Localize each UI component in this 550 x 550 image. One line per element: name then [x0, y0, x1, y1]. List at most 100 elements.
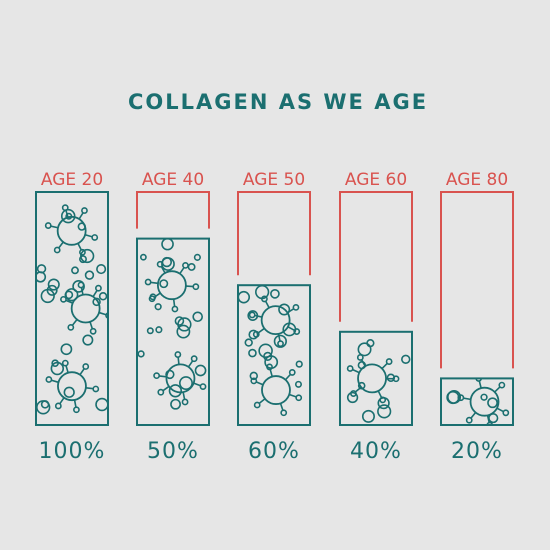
bubble: [258, 343, 273, 359]
bubble: [140, 253, 147, 261]
bubble: [248, 348, 257, 358]
bubble: [161, 238, 174, 251]
bubbles: [238, 285, 303, 417]
node: [45, 376, 53, 383]
node: [144, 278, 152, 286]
node: [385, 358, 393, 365]
bubble: [98, 292, 108, 301]
bubble: [46, 284, 58, 296]
bubble: [273, 334, 287, 348]
category-label: AGE 80: [446, 170, 508, 190]
bubble: [82, 334, 94, 346]
bracket: [237, 191, 311, 276]
bubble: [264, 355, 279, 370]
bubble: [282, 322, 297, 337]
category-label: AGE 50: [243, 170, 305, 190]
bubble: [154, 303, 162, 311]
bubble: [294, 380, 302, 388]
bubble: [488, 412, 499, 424]
bubble: [270, 288, 280, 299]
chart-title: COLLAGEN AS WE AGE: [128, 90, 428, 114]
bubble: [60, 208, 76, 224]
bubble: [187, 263, 196, 271]
node: [82, 363, 90, 370]
node: [192, 283, 200, 291]
bracket: [339, 191, 413, 322]
node: [171, 305, 179, 313]
node: [190, 355, 198, 363]
bubble: [357, 360, 367, 370]
bubble: [50, 361, 65, 376]
molecule: [261, 375, 291, 405]
category-label: AGE 40: [142, 170, 204, 190]
bubble: [155, 326, 163, 334]
bubble: [278, 303, 291, 316]
node: [346, 365, 354, 372]
bracket: [136, 191, 210, 229]
node: [91, 234, 99, 241]
node: [81, 207, 88, 214]
bubble: [60, 343, 73, 356]
node: [67, 323, 75, 331]
bubble: [346, 391, 359, 404]
percent-label: 40%: [350, 439, 402, 464]
node: [199, 383, 207, 391]
node: [292, 303, 300, 311]
node: [92, 385, 100, 393]
bubble: [92, 297, 101, 307]
percent-label: 50%: [147, 439, 199, 464]
category-label: AGE 20: [41, 170, 103, 190]
bubble: [377, 404, 392, 419]
bubble: [161, 257, 175, 271]
node: [60, 295, 67, 303]
bubble: [177, 317, 192, 332]
bubble: [295, 360, 303, 368]
bubble: [64, 290, 74, 300]
node: [89, 327, 97, 335]
node: [295, 394, 303, 402]
bar: [440, 377, 514, 426]
bubbles: [36, 204, 108, 415]
node: [253, 401, 261, 409]
bubble: [159, 279, 169, 289]
bubble: [401, 354, 411, 365]
node: [248, 311, 256, 319]
node: [174, 351, 182, 358]
bubble: [165, 369, 175, 380]
node: [280, 409, 288, 417]
molecule: [156, 270, 187, 301]
bubble: [168, 384, 183, 398]
bubble: [480, 393, 488, 401]
node: [44, 222, 52, 229]
bubble: [249, 371, 259, 381]
node: [153, 372, 161, 380]
bubble: [71, 266, 79, 275]
node: [181, 398, 189, 406]
node: [465, 416, 473, 424]
percent-label: 20%: [451, 439, 503, 464]
bar: [136, 237, 210, 426]
bubble: [248, 329, 259, 340]
bubble: [192, 311, 203, 323]
node: [157, 388, 165, 396]
bubble: [65, 212, 73, 220]
node: [502, 409, 510, 417]
bubble: [77, 222, 86, 231]
percent-label: 60%: [248, 439, 300, 464]
bubbles: [137, 238, 207, 410]
bar: [35, 191, 109, 426]
molecule: [260, 305, 291, 336]
bubble: [149, 293, 157, 301]
node: [73, 406, 80, 414]
bubble: [170, 398, 181, 410]
bubble: [176, 324, 191, 339]
bracket: [440, 191, 514, 369]
bubble: [84, 270, 95, 280]
bubble: [36, 271, 47, 283]
node: [61, 359, 69, 367]
node: [277, 340, 284, 348]
bubble: [96, 264, 107, 275]
bubbles: [446, 378, 510, 425]
